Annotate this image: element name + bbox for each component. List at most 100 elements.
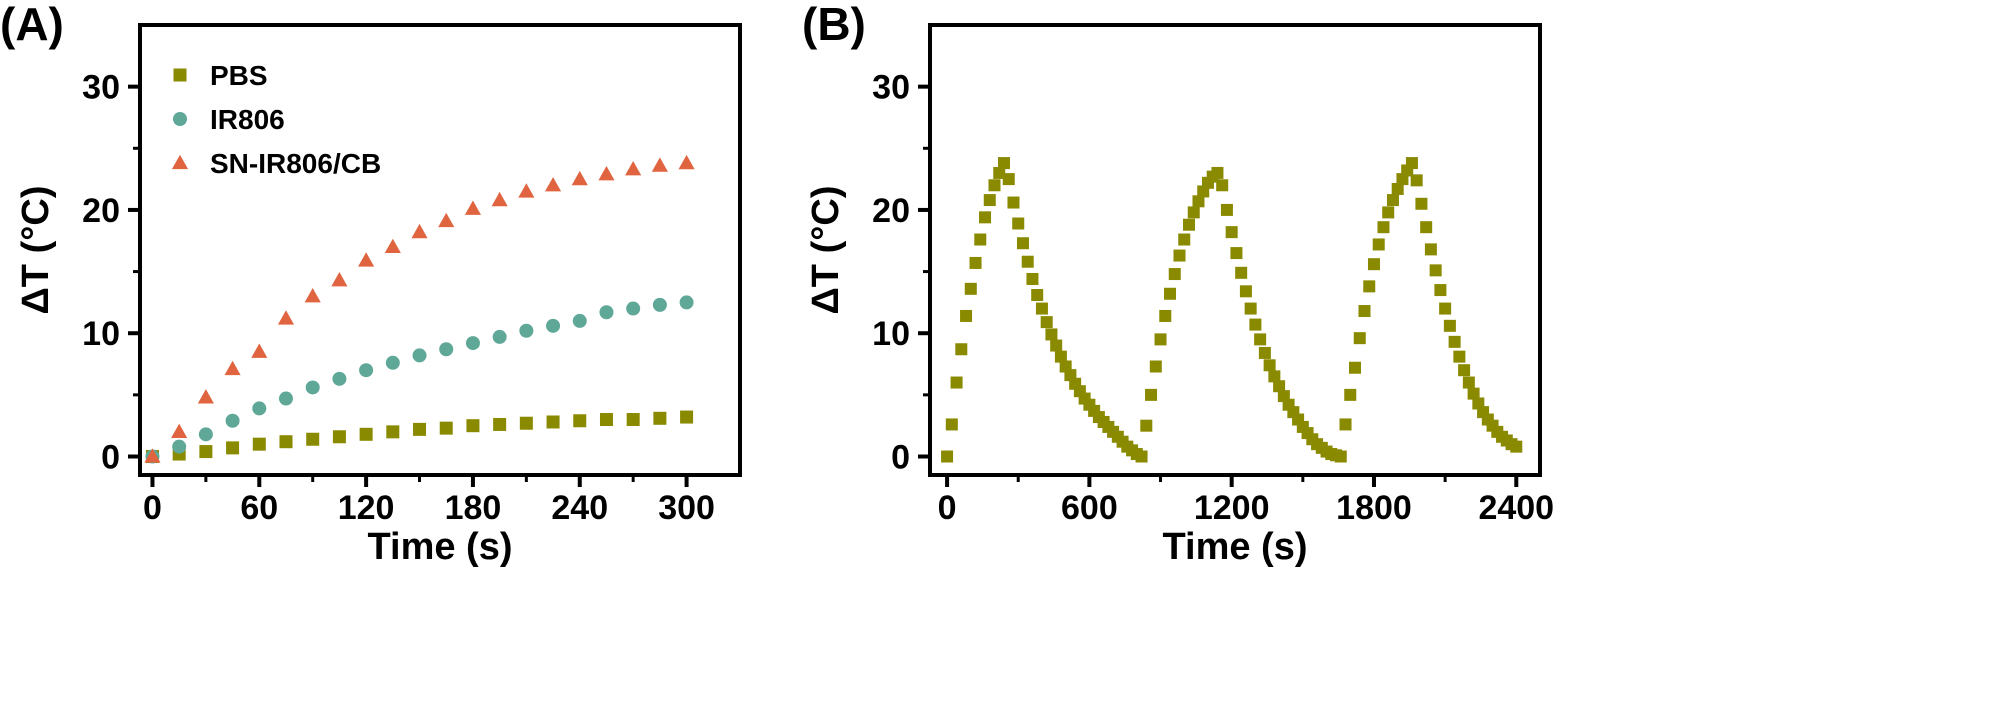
data-point (519, 323, 534, 338)
data-point (306, 432, 320, 446)
data-point (1334, 450, 1347, 463)
x-tick-label: 1800 (1336, 489, 1412, 527)
data-point (226, 441, 240, 455)
data-point (941, 450, 954, 463)
data-point (1035, 302, 1048, 315)
data-point (412, 348, 427, 363)
data-point (988, 179, 1001, 192)
plot-frame (928, 23, 1542, 477)
data-point (359, 363, 374, 378)
y-tick-label: 0 (101, 439, 120, 477)
data-point (1263, 359, 1276, 372)
data-point (1225, 226, 1238, 239)
legend-marker (173, 112, 187, 126)
data-point (1420, 221, 1433, 234)
y-tick-label: 20 (82, 192, 120, 230)
data-point (384, 238, 401, 254)
data-point (546, 415, 560, 429)
legend-marker (173, 68, 187, 82)
data-point (225, 413, 240, 428)
data-point (1443, 319, 1456, 332)
data-point (199, 445, 213, 459)
x-tick-label: 240 (551, 489, 608, 527)
data-point (1410, 174, 1423, 187)
data-point (1168, 268, 1181, 281)
data-point (1339, 418, 1352, 431)
y-axis-title: ΔT (°C) (15, 185, 57, 314)
series-sn-ir806-cb (144, 154, 695, 463)
x-tick-label: 180 (445, 489, 502, 527)
data-point (465, 336, 480, 351)
data-point (1405, 157, 1418, 170)
data-point (144, 448, 161, 463)
plot-frame (138, 23, 742, 477)
data-point (1429, 264, 1442, 277)
series-cycle-2 (1135, 166, 1343, 463)
data-point (251, 343, 268, 358)
data-point (1220, 203, 1233, 216)
data-point (1164, 287, 1177, 300)
data-point (1154, 333, 1167, 346)
data-point (1045, 328, 1058, 341)
data-point (1050, 339, 1063, 352)
data-point (1258, 346, 1271, 359)
data-point (1239, 285, 1252, 298)
data-point (1249, 318, 1262, 331)
data-point (1230, 247, 1243, 260)
data-point (1235, 266, 1248, 279)
data-point (653, 411, 667, 425)
data-point (438, 212, 455, 228)
data-point (1002, 173, 1015, 186)
data-point (678, 154, 695, 170)
data-point (1254, 333, 1267, 346)
data-point (1467, 387, 1480, 400)
data-point (1012, 217, 1025, 230)
data-point (1135, 450, 1148, 463)
data-point (1007, 196, 1020, 209)
data-point (278, 391, 293, 406)
panel-a-label: (A) (0, 0, 64, 50)
legend-label: SN-IR806/CB (210, 148, 381, 179)
data-point (1424, 243, 1437, 256)
data-point (960, 309, 973, 322)
data-point (466, 419, 480, 433)
data-point (252, 401, 267, 416)
data-point (983, 194, 996, 207)
data-point (598, 165, 615, 181)
data-point (1367, 258, 1380, 271)
plot-b: 0 10 20 30 0 600 1200 1800 2400 Time (s) ΔT (°C) (805, 23, 1554, 568)
data-point (1149, 360, 1162, 373)
data-point (172, 439, 187, 454)
data-point (1462, 376, 1475, 389)
y-tick-label: 10 (82, 315, 120, 353)
data-point (279, 435, 293, 449)
data-point (1140, 419, 1153, 432)
x-tick-label: 60 (240, 489, 278, 527)
y-tick-label: 20 (872, 192, 910, 230)
data-point (974, 233, 987, 246)
data-point (1386, 194, 1399, 207)
data-point (491, 191, 508, 207)
data-point (1344, 388, 1357, 401)
data-point (1353, 332, 1366, 345)
data-point (411, 223, 428, 239)
data-point (198, 427, 213, 442)
data-point (1363, 280, 1376, 293)
data-point (1268, 370, 1281, 383)
data-point (277, 310, 295, 325)
data-point (305, 380, 320, 395)
data-point (197, 389, 214, 404)
data-point (626, 301, 641, 316)
data-point (1453, 350, 1466, 363)
data-point (359, 427, 373, 441)
data-point (1145, 388, 1158, 401)
data-point (1434, 284, 1447, 297)
data-point (969, 256, 982, 269)
data-point (1021, 255, 1034, 268)
data-point (1026, 272, 1039, 285)
data-point (1439, 302, 1452, 315)
x-axis-title: Time (s) (367, 526, 512, 568)
y-tick-label: 0 (891, 439, 910, 477)
data-point (304, 288, 321, 303)
